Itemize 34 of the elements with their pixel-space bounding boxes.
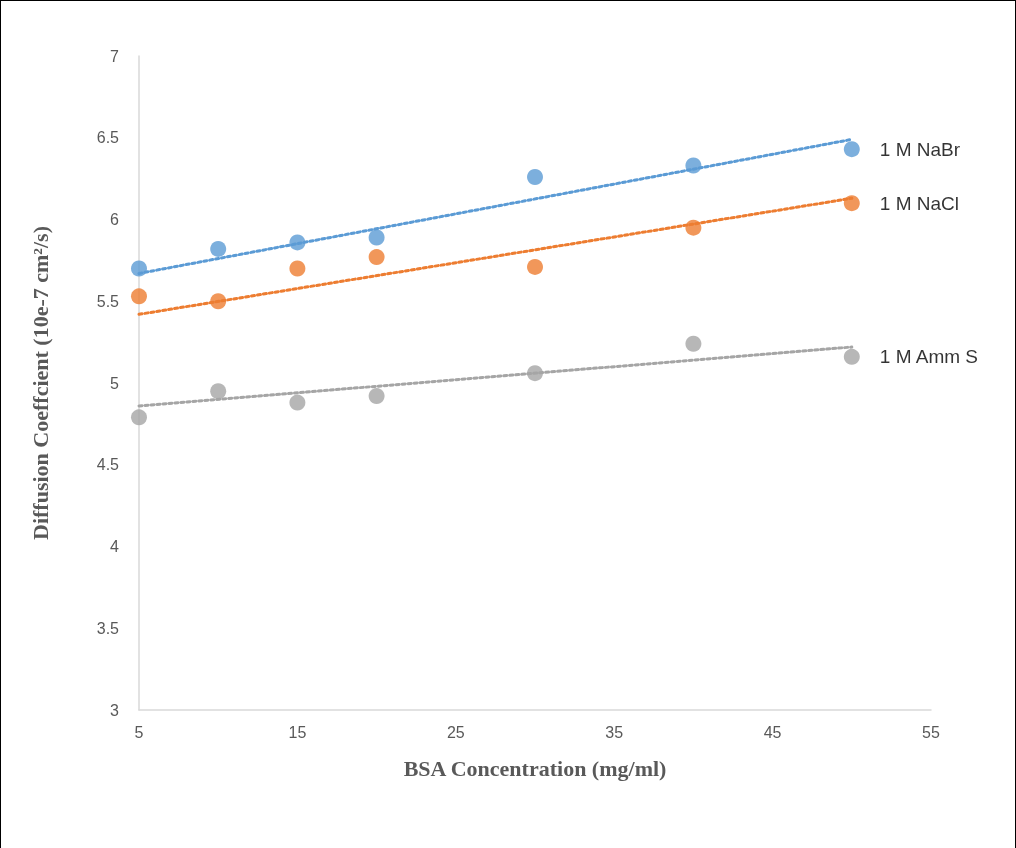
point bbox=[527, 168, 543, 185]
y-tick-label: 6.5 bbox=[96, 129, 120, 147]
y-tick-label: 4 bbox=[110, 538, 120, 555]
point bbox=[527, 258, 543, 275]
point bbox=[289, 394, 306, 411]
point bbox=[368, 388, 385, 405]
y-tick-label: 6 bbox=[110, 211, 120, 228]
point bbox=[843, 141, 860, 158]
y-tick-label: 4.5 bbox=[96, 456, 120, 474]
x-tick-label: 25 bbox=[446, 723, 465, 741]
x-tick-label: 45 bbox=[763, 723, 782, 741]
x-tick-label: 55 bbox=[922, 723, 940, 741]
series-label: 1 M NaCl bbox=[879, 192, 959, 214]
series-label: 1 M NaBr bbox=[879, 138, 961, 160]
point bbox=[210, 240, 227, 257]
point bbox=[131, 409, 147, 426]
x-axis-title: BSA Concentration (mg/ml) bbox=[403, 755, 667, 781]
point bbox=[210, 383, 227, 400]
y-tick-label: 7 bbox=[110, 47, 120, 65]
y-axis-title: Diffusion Coeffcient (10e-7 cm²/s) bbox=[27, 226, 53, 540]
y-tick-label: 3.5 bbox=[96, 619, 120, 637]
x-tick-label: 5 bbox=[134, 723, 144, 741]
point bbox=[843, 348, 860, 365]
series-label: 1 M Amm S bbox=[879, 346, 978, 368]
point bbox=[368, 229, 385, 246]
point bbox=[289, 260, 306, 277]
x-tick-label: 15 bbox=[288, 723, 307, 741]
point bbox=[368, 249, 385, 266]
y-tick-label: 5 bbox=[110, 374, 120, 392]
point bbox=[131, 288, 147, 305]
x-tick-label: 35 bbox=[605, 723, 624, 741]
y-tick-label: 5.5 bbox=[96, 292, 120, 310]
y-tick-label: 3 bbox=[110, 701, 120, 719]
point bbox=[685, 335, 702, 352]
